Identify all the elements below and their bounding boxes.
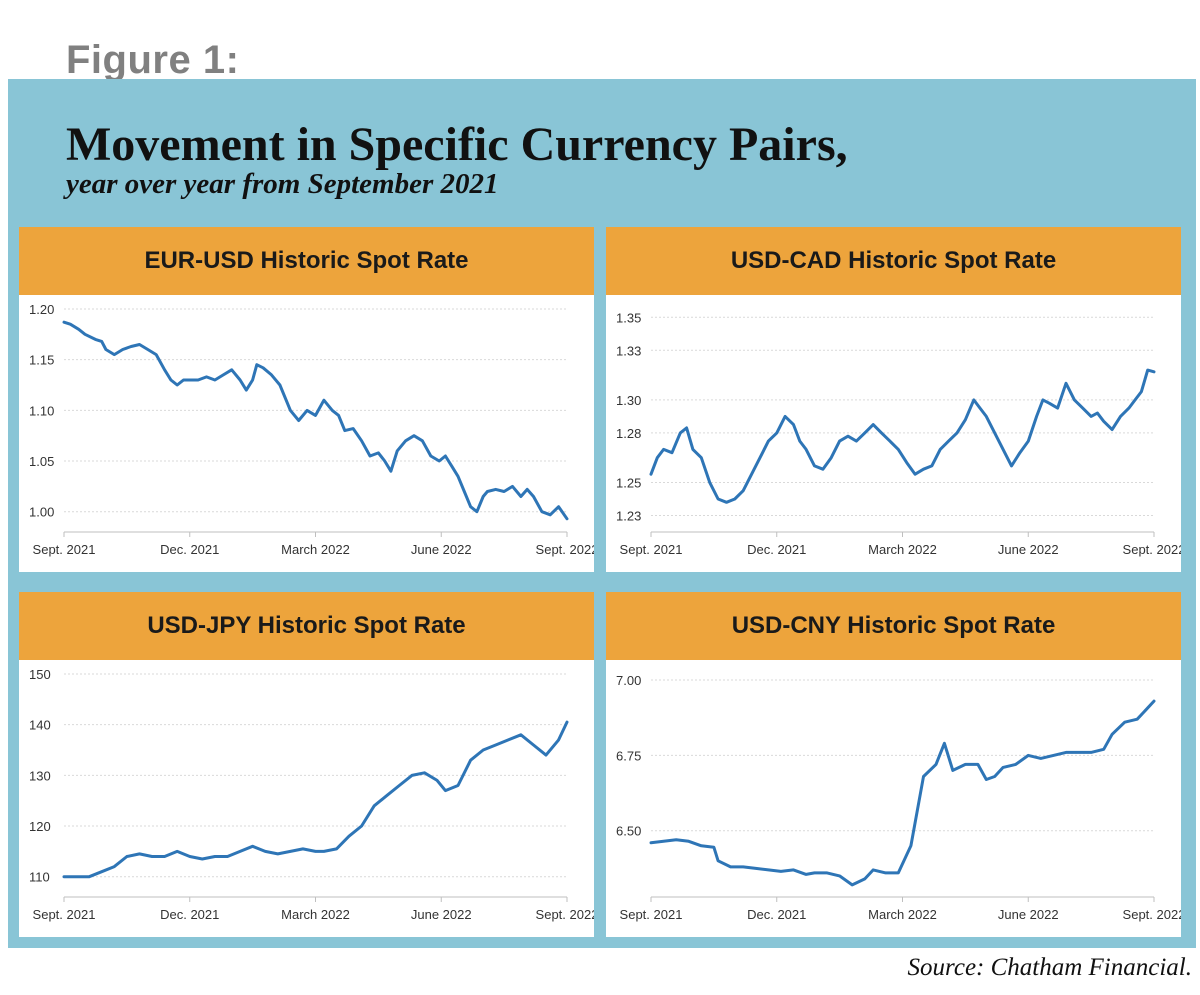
figure-subtitle: year over year from September 2021 [66,168,499,200]
series-line [62,720,569,879]
y-tick-label: 6.75 [616,748,641,763]
series-line [62,320,569,521]
x-tick-label: Sept. 2022 [1123,907,1181,922]
y-tick-label: 1.20 [29,302,54,317]
y-tick-label: 1.23 [616,508,641,523]
x-tick-label: Sept. 2022 [536,907,594,922]
y-tick-label: 140 [29,718,51,733]
x-tick-label: March 2022 [868,542,937,557]
chart-plot: 150 140 130 120 110 Sept. 2021 Dec. 2021 March … [29,667,594,922]
x-tick-label: Dec. 2021 [160,907,219,922]
y-tick-label: 120 [29,819,51,834]
y-tick-label: 110 [29,870,50,885]
y-tick-label: 1.33 [616,343,641,358]
x-tick-label: Sept. 2021 [33,542,96,557]
x-tick-label: Sept. 2022 [536,542,594,557]
x-tick-label: Sept. 2021 [33,907,96,922]
y-tick-label: 6.50 [616,824,641,839]
x-tick-label: June 2022 [411,542,472,557]
series-line [649,368,1156,504]
usd-cad-chart: USD-CAD Historic Spot Rate 1.35 1.33 1.30 1… [606,227,1181,572]
chart-plot: 7.00 6.75 6.50 Sept. 2021 Dec. 2021 March 202… [616,673,1181,922]
x-tick-label: Sept. 2021 [620,542,683,557]
source-note: Source: Chatham Financial. [907,954,1192,981]
chart-title: USD-CNY Historic Spot Rate [606,592,1181,660]
usd-cny-chart: USD-CNY Historic Spot Rate 7.00 6.75 6.50 S… [606,592,1181,937]
figure-title: Movement in Specific Currency Pairs, [66,118,848,171]
chart-plot: 1.20 1.15 1.10 1.05 1.00 Sept. 2021 Dec. 2021 M… [29,302,594,557]
y-tick-label: 7.00 [616,673,641,688]
x-tick-label: March 2022 [281,542,350,557]
figure-label: Figure 1: [66,38,240,82]
chart-title: EUR-USD Historic Spot Rate [19,227,594,295]
y-tick-label: 150 [29,667,51,682]
y-tick-label: 1.25 [616,475,641,490]
usd-jpy-chart: USD-JPY Historic Spot Rate 150 140 130 120 1… [19,592,594,937]
y-tick-label: 1.05 [29,454,54,469]
chart-title: USD-CAD Historic Spot Rate [606,227,1181,295]
x-tick-label: Dec. 2021 [160,542,219,557]
x-tick-label: June 2022 [998,907,1059,922]
x-tick-label: June 2022 [998,542,1059,557]
x-tick-label: Dec. 2021 [747,907,806,922]
x-tick-label: Sept. 2022 [1123,542,1181,557]
chart-title: USD-JPY Historic Spot Rate [19,592,594,660]
y-tick-label: 130 [29,768,51,783]
x-tick-label: Sept. 2021 [620,907,683,922]
y-tick-label: 1.00 [29,505,54,520]
y-tick-label: 1.15 [29,353,54,368]
y-tick-label: 1.30 [616,393,641,408]
x-tick-label: March 2022 [868,907,937,922]
y-tick-label: 1.35 [616,310,641,325]
eur-usd-chart: EUR-USD Historic Spot Rate 1.20 1.15 1.10 1… [19,227,594,572]
y-tick-label: 1.28 [616,426,641,441]
chart-plot: 1.35 1.33 1.30 1.28 1.25 1.23 Sept. 2021 Dec. 2… [616,310,1181,557]
x-tick-label: June 2022 [411,907,472,922]
series-line [649,699,1156,887]
x-tick-label: March 2022 [281,907,350,922]
y-tick-label: 1.10 [29,403,54,418]
x-tick-label: Dec. 2021 [747,542,806,557]
